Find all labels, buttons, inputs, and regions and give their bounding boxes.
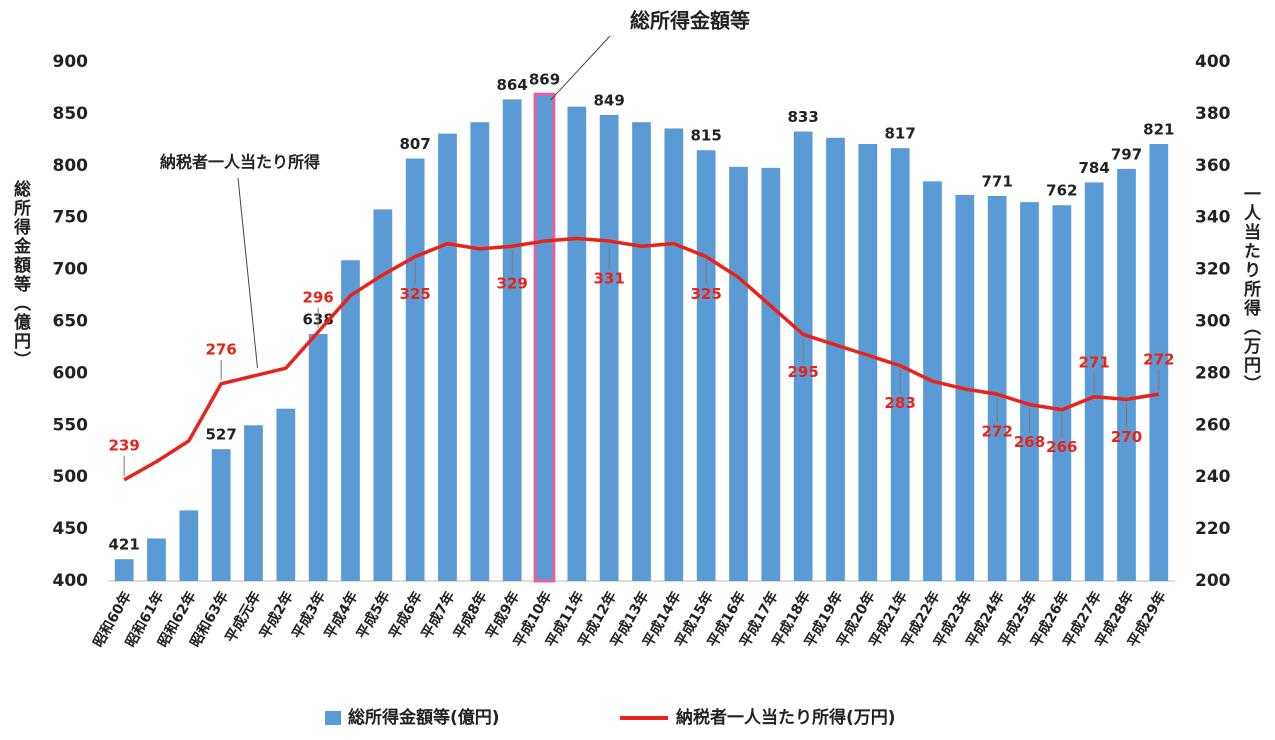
line-value-label: 276 [206, 340, 237, 358]
bar-value-label: 527 [206, 426, 237, 444]
bar [114, 559, 134, 581]
bar [664, 128, 684, 581]
annotation: 納税者一人当たり所得 [160, 153, 320, 172]
line-value-label: 331 [594, 270, 625, 288]
bar [533, 92, 556, 583]
y2-tick-label: 200 [1195, 571, 1231, 591]
y2-tick-label: 240 [1195, 467, 1231, 487]
y-tick-label: 600 [53, 363, 89, 383]
bar-value-label: 864 [497, 76, 528, 94]
line-value-label: 295 [788, 363, 819, 381]
line-value-label: 239 [109, 436, 140, 454]
bar-value-label: 784 [1079, 159, 1110, 177]
bar [244, 425, 263, 581]
bar-value-label: 762 [1046, 182, 1077, 200]
bar [211, 449, 231, 581]
y-axis-title: 総所得金額等（億円） [10, 179, 32, 370]
bar [826, 137, 845, 582]
y-tick-label: 450 [53, 519, 89, 539]
y-tick-label: 900 [53, 52, 89, 72]
bar-value-label: 797 [1111, 145, 1142, 163]
y-tick-label: 800 [53, 156, 89, 176]
line-value-label: 325 [691, 285, 722, 303]
line-value-label: 272 [982, 423, 1013, 441]
y2-tick-label: 400 [1195, 52, 1231, 72]
bar [470, 122, 490, 581]
y2-tick-label: 360 [1195, 156, 1231, 176]
y2-tick-label: 260 [1195, 415, 1231, 435]
line-value-label: 270 [1111, 428, 1142, 446]
bar [1117, 168, 1136, 581]
bar [341, 260, 360, 581]
y-tick-label: 500 [53, 467, 89, 487]
bar [373, 209, 393, 581]
y-tick-label: 850 [53, 104, 89, 124]
bar [729, 166, 748, 581]
bar [438, 133, 457, 581]
line-value-label: 268 [1014, 433, 1045, 451]
line-value-label: 271 [1079, 353, 1110, 371]
y-tick-label: 650 [53, 312, 89, 332]
y2-tick-label: 280 [1195, 363, 1231, 383]
bar [1149, 144, 1169, 581]
bar-value-label: 807 [400, 135, 431, 153]
bar [567, 106, 587, 581]
bar-value-label: 833 [788, 108, 819, 126]
bar-value-label: 849 [594, 91, 625, 109]
line-value-label: 272 [1143, 351, 1174, 369]
bar-value-label: 821 [1143, 121, 1174, 139]
bar [147, 538, 166, 581]
y-tick-label: 400 [53, 571, 89, 591]
bar [179, 510, 199, 581]
bar-value-label: 771 [982, 172, 1013, 190]
line-value-label: 296 [303, 288, 334, 306]
bar [632, 122, 651, 581]
bar [761, 167, 781, 581]
y2-tick-label: 220 [1195, 519, 1231, 539]
line-value-label: 266 [1046, 438, 1077, 456]
line-value-label: 283 [885, 394, 916, 412]
annotation-line [550, 35, 611, 101]
y-tick-label: 750 [53, 208, 89, 228]
line [123, 236, 1160, 482]
bar [405, 158, 425, 581]
bar-value-label: 817 [885, 125, 916, 143]
legend-label: 総所得金額等(億円) [348, 707, 500, 728]
bar-value-label: 421 [109, 536, 140, 554]
bar [1052, 205, 1072, 581]
bar [858, 144, 878, 581]
legend-label: 納税者一人当たり所得(万円) [676, 707, 896, 728]
bar [987, 195, 1007, 582]
y2-axis-title: 一人当たり所得（万円） [1240, 185, 1262, 394]
bar [696, 150, 716, 582]
bar [308, 333, 328, 581]
y-tick-label: 700 [53, 260, 89, 280]
bar-value-label: 815 [691, 127, 722, 145]
annotation: 総所得金額等 [630, 9, 750, 33]
y-tick-label: 550 [53, 415, 89, 435]
y2-tick-label: 320 [1195, 260, 1231, 280]
bar [276, 408, 296, 581]
y2-tick-label: 340 [1195, 208, 1231, 228]
bar [1020, 202, 1039, 581]
bar [502, 99, 522, 582]
line-value-label: 325 [400, 285, 431, 303]
y2-tick-label: 300 [1195, 312, 1231, 332]
y2-tick-label: 380 [1195, 104, 1231, 124]
legend-swatch [325, 711, 341, 725]
bar-value-label: 869 [529, 71, 560, 89]
annotation-line [237, 177, 258, 369]
line-value-label: 329 [497, 275, 528, 293]
bar [599, 114, 619, 582]
